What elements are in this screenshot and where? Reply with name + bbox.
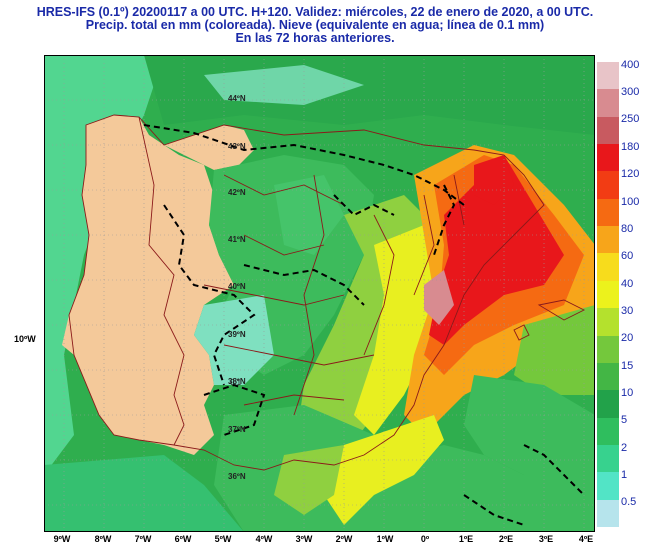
lat-label-40: 40ºN	[228, 282, 246, 291]
legend-swatch	[597, 417, 619, 446]
legend-swatch	[597, 472, 619, 501]
lat-label-41: 41ºN	[228, 235, 246, 244]
y-axis-label: 10ºW	[14, 334, 36, 344]
x-label-1w: 1ºW	[376, 534, 394, 544]
lat-label-38: 38ºN	[228, 377, 246, 386]
precip-zone-southwest	[44, 455, 244, 532]
legend-label: 300	[621, 86, 640, 99]
legend-swatch	[597, 226, 619, 254]
legend-label: 15	[621, 359, 634, 372]
x-label-5w: 5ºW	[214, 534, 232, 544]
title-line-1: HRES-IFS (0.1º) 20200117 a 00 UTC. H+120…	[36, 5, 594, 19]
precip-zone-west-central	[194, 295, 274, 385]
precip-zone-bay-biscay	[204, 65, 364, 105]
legend-label: 0.5	[621, 496, 637, 509]
legend-label: 30	[621, 304, 634, 317]
lat-label-44: 44ºN	[228, 94, 246, 103]
legend-swatch	[597, 198, 619, 227]
color-legend	[597, 62, 619, 528]
legend-label: 10	[621, 386, 634, 399]
legend-label: 40	[621, 277, 634, 290]
x-label-8w: 8ºW	[94, 534, 112, 544]
x-label-9w: 9ºW	[53, 534, 71, 544]
legend-label: 250	[621, 113, 640, 126]
legend-label: 2	[621, 441, 628, 454]
legend-swatch	[597, 499, 619, 528]
legend-label: 80	[621, 222, 634, 235]
legend-label: 5	[621, 414, 628, 427]
precip-zone-southeast-yellow	[324, 415, 444, 525]
x-label-7w: 7ºW	[134, 534, 152, 544]
precip-max-zone	[424, 270, 454, 325]
precip-zone-east-sea	[464, 375, 595, 475]
title-line-3: En las 72 horas anteriores.	[235, 31, 395, 45]
precipitation-map: 0.1	[44, 55, 595, 532]
lat-label-37: 37ºN	[228, 425, 246, 434]
legend-label: 180	[621, 140, 640, 153]
map-title: HRES-IFS (0.1º) 20200117 a 00 UTC. H+120…	[0, 6, 630, 45]
lat-label-36: 36ºN	[228, 472, 246, 481]
x-label-0: 0º	[420, 534, 430, 544]
title-line-2: Precip. total en mm (coloreada). Nieve (…	[85, 18, 545, 32]
x-label-4w: 4ºW	[255, 534, 273, 544]
legend-swatch	[597, 89, 619, 118]
x-label-1e: 1ºE	[458, 534, 474, 544]
x-label-3e: 3ºE	[538, 534, 554, 544]
legend-swatch	[597, 116, 619, 145]
legend-label: 100	[621, 195, 640, 208]
legend-swatch	[597, 253, 619, 282]
legend-swatch	[597, 362, 619, 391]
legend-swatch	[597, 144, 619, 172]
x-label-3w: 3ºW	[295, 534, 313, 544]
land-galicia-north	[164, 125, 254, 170]
snow-contour-label: 0.1	[230, 378, 242, 387]
legend-label: 1	[621, 469, 628, 482]
precip-zone-atlantic	[44, 55, 164, 475]
legend-swatch	[597, 280, 619, 309]
x-label-4e: 4ºE	[578, 534, 594, 544]
legend-swatch	[597, 308, 619, 337]
x-label-2e: 2ºE	[498, 534, 514, 544]
legend-label: 20	[621, 332, 634, 345]
precip-zone-transition-yellow	[354, 225, 444, 435]
legend-swatch	[597, 390, 619, 419]
legend-label: 120	[621, 168, 640, 181]
legend-label: 400	[621, 58, 640, 71]
lat-label-42: 42ºN	[228, 188, 246, 197]
snow-contours	[143, 124, 585, 526]
lat-label-39: 39ºN	[228, 330, 246, 339]
legend-swatch	[597, 335, 619, 364]
legend-label: 60	[621, 250, 634, 263]
precipitation-map-svg: 0.1	[44, 55, 595, 532]
x-label-6w: 6ºW	[174, 534, 192, 544]
precip-zone-north-plateau	[274, 175, 344, 255]
precip-zone-south-lime	[274, 445, 344, 515]
legend-swatch	[597, 62, 619, 90]
lat-label-43: 43ºN	[228, 142, 246, 151]
borders	[68, 114, 586, 471]
precip-zone-balearics	[514, 305, 595, 395]
x-label-2w: 2ºW	[335, 534, 353, 544]
legend-swatch	[597, 444, 619, 473]
legend-swatch	[597, 171, 619, 200]
